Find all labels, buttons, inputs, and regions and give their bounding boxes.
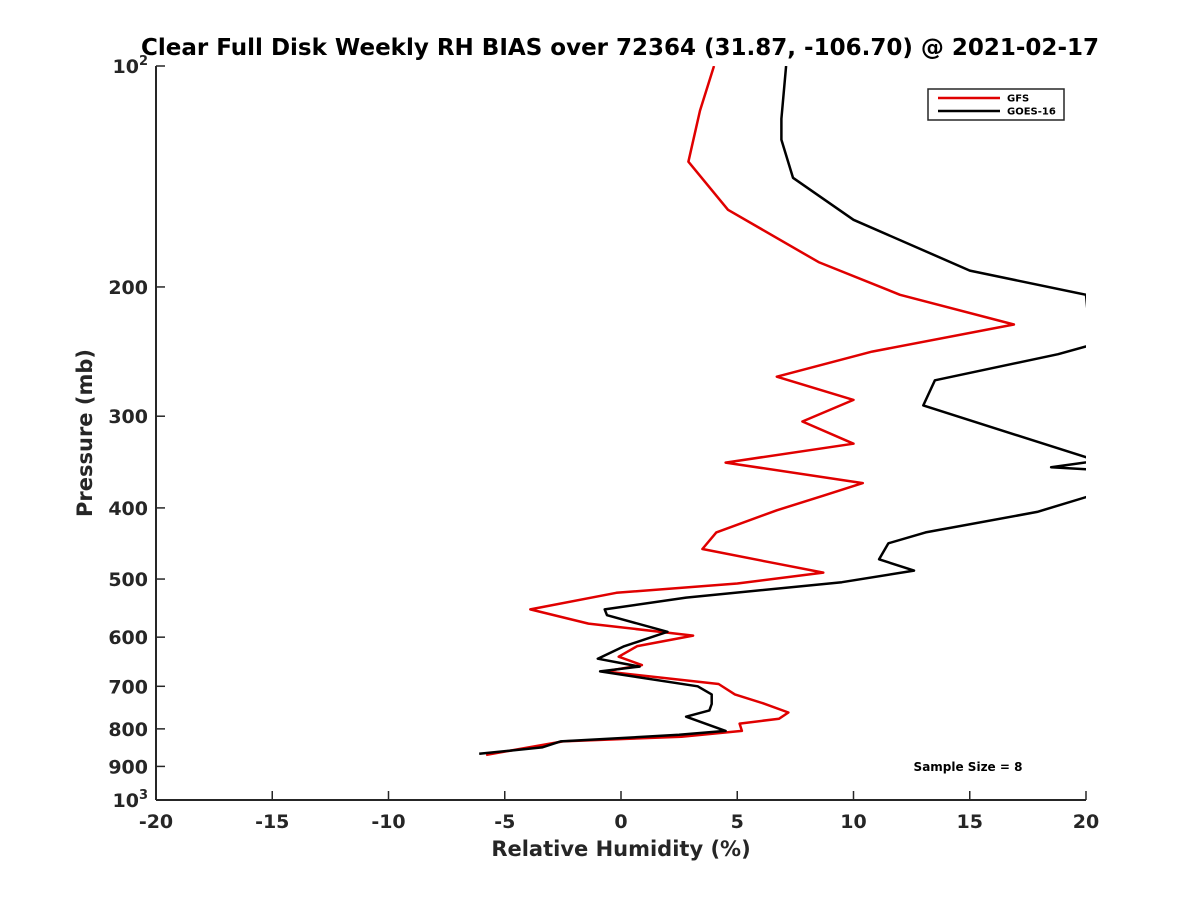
x-tick-label: -15 bbox=[255, 811, 289, 833]
x-tick-label: 10 bbox=[840, 811, 866, 833]
chart-title: Clear Full Disk Weekly RH BIAS over 7236… bbox=[141, 35, 1099, 61]
x-tick-label: -20 bbox=[139, 811, 173, 833]
series-line-goes16 bbox=[479, 66, 1086, 756]
x-axis-label: Relative Humidity (%) bbox=[491, 837, 750, 861]
ticks-layer: -20 -15 -10 -5 0 5 10 15 20 102 200 300 400 500 600 700… bbox=[108, 54, 1099, 833]
x-tick-label: 5 bbox=[731, 811, 744, 833]
x-tick-label: -5 bbox=[494, 811, 515, 833]
y-tick-label: 200 bbox=[108, 277, 148, 299]
legend-label-goes16: GOES-16 bbox=[1007, 107, 1056, 118]
y-tick-label: 400 bbox=[108, 498, 148, 520]
y-axis-label: Pressure (mb) bbox=[73, 349, 97, 517]
legend-box bbox=[927, 88, 1065, 121]
series-line-gfs bbox=[485, 66, 1016, 757]
y-tick-label: 102 bbox=[113, 54, 149, 78]
y-tick-label: 300 bbox=[108, 406, 148, 428]
y-tick-label: 500 bbox=[108, 569, 148, 591]
legend: GFS GOES-16 bbox=[927, 88, 1065, 121]
series-layer bbox=[479, 66, 1086, 757]
y-tick-label: 600 bbox=[108, 627, 148, 649]
x-tick-label: 0 bbox=[614, 811, 627, 833]
axes-layer bbox=[155, 66, 1086, 801]
y-tick-label: 103 bbox=[113, 788, 149, 812]
y-tick-label: 800 bbox=[108, 719, 148, 741]
legend-label-gfs: GFS bbox=[1007, 94, 1029, 105]
x-tick-label: 15 bbox=[957, 811, 983, 833]
x-tick-label: -10 bbox=[371, 811, 405, 833]
sample-size-annotation: Sample Size = 8 bbox=[914, 760, 1023, 774]
y-tick-label: 900 bbox=[108, 756, 148, 778]
x-tick-label: 20 bbox=[1073, 811, 1099, 833]
y-tick-label: 700 bbox=[108, 676, 148, 698]
